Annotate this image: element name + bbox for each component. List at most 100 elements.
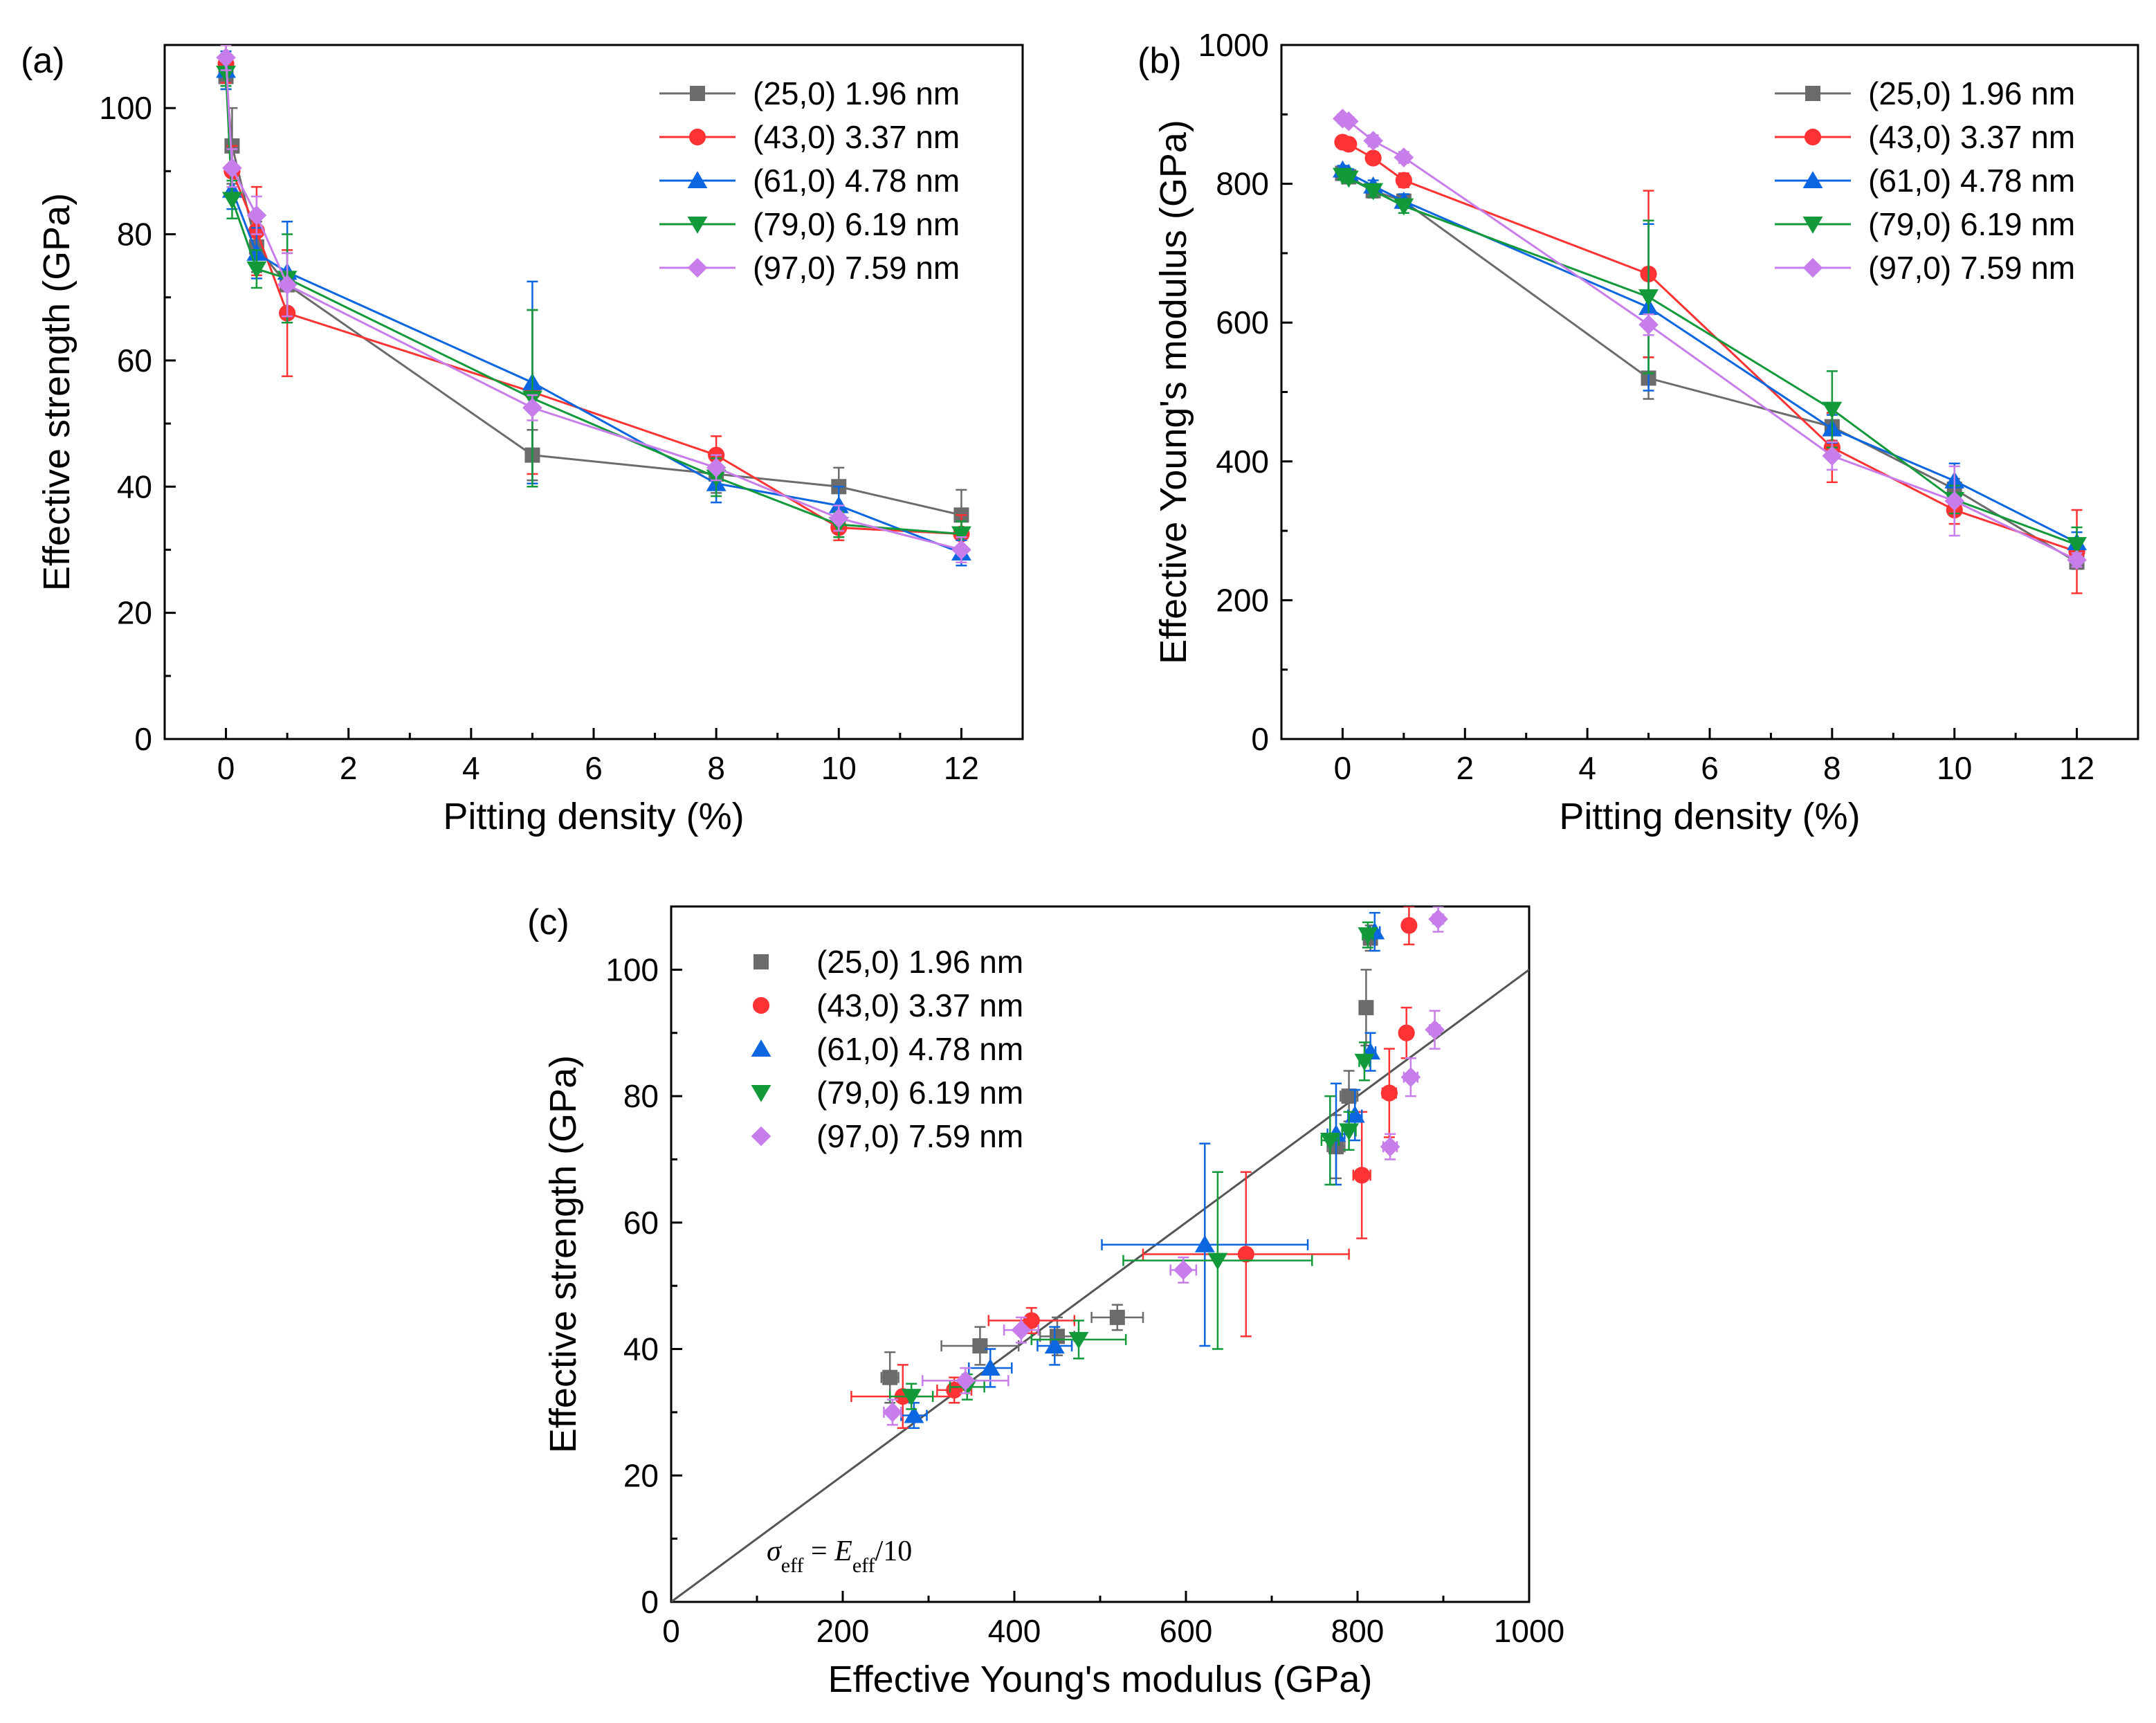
data-point	[1364, 149, 1382, 167]
data-point	[1380, 1084, 1398, 1102]
data-point	[216, 47, 236, 68]
data-point	[1822, 401, 1843, 419]
x-tick-label: 600	[1160, 1613, 1213, 1649]
x-tick-label: 2	[1456, 750, 1474, 786]
y-tick-label: 100	[605, 951, 659, 987]
data-point	[956, 1370, 976, 1391]
annotation-subscript: eff	[781, 1554, 804, 1577]
data-point	[1395, 172, 1412, 189]
legend-label: (61,0) 4.78 nm	[753, 163, 960, 199]
x-tick-label: 12	[2059, 750, 2094, 786]
data-point	[1363, 183, 1384, 201]
data-point	[277, 275, 298, 295]
y-tick-label: 400	[1216, 444, 1269, 480]
x-tick-label: 6	[1701, 750, 1719, 786]
legend-label: (43,0) 3.37 nm	[1868, 119, 2075, 155]
data-point	[1638, 289, 1659, 307]
legend-label: (61,0) 4.78 nm	[1868, 163, 2075, 199]
y-tick-label: 80	[623, 1078, 659, 1114]
data-point	[1425, 1019, 1445, 1040]
data-point	[1173, 1260, 1194, 1280]
y-axis-title: Effective strength (GPa)	[36, 193, 77, 591]
data-point	[882, 1402, 903, 1423]
data-point	[2067, 537, 2088, 554]
plot-frame	[670, 905, 1531, 1603]
data-point	[1207, 1252, 1228, 1270]
data-point	[1944, 491, 1965, 511]
panel-b-chart: 0 2 4 6 8 10 12 0 200 400 600 800 1000 Pitting densit…	[1138, 27, 2139, 837]
annotation-part: σ	[767, 1535, 783, 1567]
data-point	[1338, 111, 1359, 131]
x-axis-title: Effective Young's modulus (GPa)	[828, 1659, 1373, 1700]
legend-marker	[687, 217, 708, 234]
data-point	[1340, 136, 1358, 153]
series-line	[225, 73, 962, 536]
legend-label: (43,0) 3.37 nm	[816, 987, 1023, 1023]
series-line	[225, 57, 962, 551]
plot-area	[671, 906, 1529, 1602]
y-tick-label: 60	[117, 343, 152, 379]
data-point	[1353, 1167, 1371, 1184]
panel-label: (c)	[527, 902, 569, 942]
x-tick-label: 4	[1578, 750, 1596, 786]
data-point	[1822, 446, 1843, 466]
y-tick-label: 1000	[1198, 27, 1269, 63]
panel-label: (a)	[21, 41, 65, 81]
data-point	[1237, 1246, 1254, 1263]
legend-label: (43,0) 3.37 nm	[753, 119, 960, 155]
legend-label: (25,0) 1.96 nm	[1868, 75, 2075, 111]
legend-marker	[753, 954, 769, 969]
y-tick-label: 80	[117, 217, 152, 253]
panel-a-chart: 0 2 4 6 8 10 12 0 20 40 60 80 100 Pitting density (%)…	[21, 41, 1024, 837]
series-2	[850, 906, 1418, 1429]
data-point	[980, 1358, 1001, 1376]
x-tick-label: 800	[1331, 1613, 1385, 1649]
annotation-subscript: eff	[852, 1554, 875, 1577]
series-5	[216, 45, 971, 563]
x-tick-label: 2	[340, 750, 358, 786]
data-point	[522, 397, 542, 418]
legend-label: (97,0) 7.59 nm	[816, 1118, 1023, 1154]
legend: (25,0) 1.96 nm (43,0) 3.37 nm (61,0) 4.78 …	[1775, 75, 2075, 286]
x-tick-label: 1000	[1494, 1613, 1564, 1649]
data-point	[1338, 170, 1359, 188]
data-point	[951, 526, 971, 544]
y-tick-label: 40	[117, 468, 152, 504]
legend-marker	[687, 257, 708, 278]
data-point	[706, 457, 727, 478]
data-point	[1400, 1067, 1421, 1087]
data-point	[1398, 1024, 1415, 1041]
legend: (25,0) 1.96 nm (43,0) 3.37 nm (61,0) 4.78 …	[659, 75, 960, 286]
series-4	[1332, 167, 2088, 563]
plot-area	[1332, 109, 2088, 594]
y-axis-title: Effective strength (GPa)	[542, 1055, 584, 1453]
panel-label: (b)	[1138, 41, 1182, 81]
x-axis-title: Pitting density (%)	[443, 796, 744, 837]
x-tick-label: 0	[217, 750, 235, 786]
data-point	[1380, 1136, 1400, 1157]
data-point	[1339, 1123, 1360, 1141]
data-point	[828, 508, 849, 529]
y-tick-label: 0	[134, 721, 152, 757]
legend-marker	[751, 1039, 771, 1057]
data-point	[246, 261, 267, 279]
data-point	[1358, 927, 1378, 945]
y-tick-label: 800	[1216, 166, 1269, 202]
legend: (25,0) 1.96 nm (43,0) 3.37 nm (61,0) 4.78 …	[751, 944, 1023, 1154]
x-tick-label: 10	[821, 750, 857, 786]
data-point	[882, 1369, 898, 1385]
panel-c-chart: 0 200 400 600 800 1000 0 20 40 60 80 100 Effective Y…	[527, 902, 1564, 1700]
legend-marker	[687, 171, 708, 188]
y-tick-label: 200	[1216, 582, 1269, 618]
y-tick-label: 100	[99, 90, 152, 126]
data-point	[1428, 909, 1448, 929]
data-point	[1400, 917, 1418, 934]
data-point	[1044, 1336, 1065, 1353]
legend-marker	[751, 1085, 771, 1102]
data-point	[1363, 131, 1383, 151]
legend-marker	[1802, 257, 1823, 278]
series-2	[1334, 134, 2085, 594]
data-point	[1394, 198, 1414, 216]
legend-label: (97,0) 7.59 nm	[1868, 250, 2075, 286]
reference-line	[671, 969, 1529, 1602]
